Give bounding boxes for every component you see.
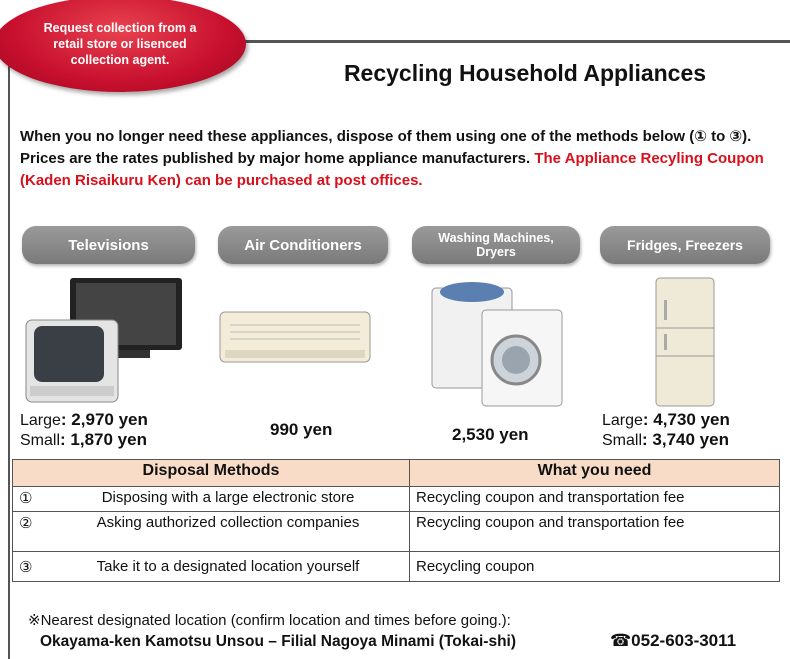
frame-line (200, 40, 790, 43)
table-row: ③ Take it to a designated location yours… (13, 552, 780, 582)
header-cell: What you need (410, 460, 780, 487)
page: Request collection from a retail store o… (0, 0, 790, 659)
row-number: ③ (13, 552, 48, 582)
size-label: Large (602, 412, 643, 429)
contact-phone: ☎052-603-3011 (610, 631, 736, 651)
price-line: Small: 1,870 yen (20, 430, 148, 450)
fridge-illustration (656, 278, 714, 406)
price: 990 yen (270, 420, 332, 440)
price-line: Small: 3,740 yen (602, 430, 730, 450)
price: : 4,730 yen (643, 410, 730, 429)
table-row: ① Disposing with a large electronic stor… (13, 487, 780, 512)
need-cell: Recycling coupon (410, 552, 780, 582)
category-label: Televisions (22, 226, 195, 264)
washer-illustration (432, 282, 562, 406)
contact-location: Okayama-ken Kamotsu Unsou – Filial Nagoy… (40, 633, 516, 651)
category-label: Air Conditioners (218, 226, 388, 264)
price-block: Large: 2,970 yen Small: 1,870 yen (20, 410, 148, 450)
method-cell: Take it to a designated location yoursel… (47, 552, 410, 582)
row-number: ① (13, 487, 48, 512)
size-label: Small (602, 432, 642, 449)
size-label: Small (20, 432, 60, 449)
table-row: ② Asking authorized collection companies… (13, 512, 780, 552)
badge: Request collection from a retail store o… (0, 0, 246, 92)
price: 2,530 yen (452, 425, 529, 445)
need-cell: Recycling coupon and transportation fee (410, 512, 780, 552)
appliance-illustrations (20, 270, 780, 410)
ac-illustration (220, 312, 370, 362)
price-line: Large: 4,730 yen (602, 410, 730, 430)
row-number: ② (13, 512, 48, 552)
size-label: Large (20, 412, 61, 429)
intro: When you no longer need these appliances… (20, 126, 782, 192)
title: Recycling Household Appliances (260, 60, 790, 87)
price-block: Large: 4,730 yen Small: 3,740 yen (602, 410, 730, 450)
price: : 3,740 yen (642, 430, 729, 449)
price-line: Large: 2,970 yen (20, 410, 148, 430)
category-label: Fridges, Freezers (600, 226, 770, 264)
frame-line (8, 60, 10, 659)
price: : 1,870 yen (60, 430, 147, 449)
category-label: Washing Machines, Dryers (412, 226, 580, 264)
method-cell: Disposing with a large electronic store (47, 487, 410, 512)
note: ※Nearest designated location (confirm lo… (28, 611, 511, 629)
header-cell: Disposal Methods (13, 460, 410, 487)
price: : 2,970 yen (61, 410, 148, 429)
methods-table: Disposal Methods What you need ① Disposi… (12, 459, 780, 582)
method-cell: Asking authorized collection companies (47, 512, 410, 552)
tv-illustration (26, 278, 182, 402)
need-cell: Recycling coupon and transportation fee (410, 487, 780, 512)
table-header: Disposal Methods What you need (13, 460, 780, 487)
